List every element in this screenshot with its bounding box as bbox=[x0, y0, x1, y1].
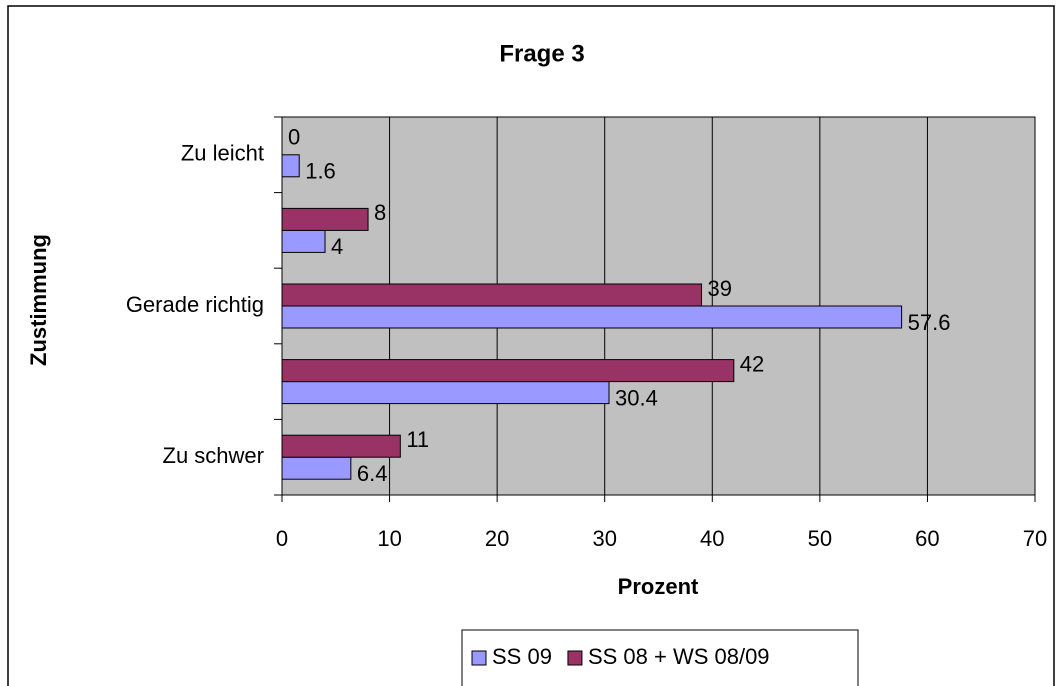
legend-label: SS 09 bbox=[492, 644, 552, 669]
data-label: 4 bbox=[331, 234, 343, 259]
bar bbox=[281, 229, 326, 253]
x-tick-label: 40 bbox=[700, 526, 724, 551]
y-tick-label: Zu schwer bbox=[163, 443, 264, 468]
bar bbox=[281, 434, 401, 458]
bar bbox=[281, 154, 300, 178]
x-tick-label: 30 bbox=[592, 526, 616, 551]
bar bbox=[281, 359, 735, 383]
x-tick-label: 70 bbox=[1023, 526, 1047, 551]
x-tick-label: 0 bbox=[276, 526, 288, 551]
legend-swatch bbox=[567, 650, 583, 666]
bar bbox=[281, 207, 369, 231]
legend-swatch bbox=[471, 650, 487, 666]
data-label: 6.4 bbox=[357, 461, 388, 486]
y-tick-label: Zu leicht bbox=[181, 141, 264, 166]
legend-box bbox=[461, 629, 859, 686]
x-tick-label: 10 bbox=[377, 526, 401, 551]
bar bbox=[281, 456, 352, 480]
data-label: 39 bbox=[708, 276, 732, 301]
x-tick-label: 60 bbox=[915, 526, 939, 551]
x-tick-label: 50 bbox=[808, 526, 832, 551]
y-tick-label: Gerade richtig bbox=[126, 292, 264, 317]
data-label: 11 bbox=[406, 427, 429, 452]
data-label: 57.6 bbox=[908, 310, 951, 335]
data-label: 1.6 bbox=[305, 159, 336, 184]
x-axis-label: Prozent bbox=[618, 574, 699, 599]
data-label: 0 bbox=[288, 125, 300, 150]
legend-label: SS 08 + WS 08/09 bbox=[588, 644, 770, 669]
data-label: 42 bbox=[740, 351, 764, 376]
data-label: 8 bbox=[374, 200, 386, 225]
y-axis-label: Zustimmung bbox=[26, 234, 51, 366]
x-tick-label: 20 bbox=[485, 526, 509, 551]
chart-title: Frage 3 bbox=[499, 40, 584, 67]
bar bbox=[281, 381, 610, 405]
bar bbox=[281, 283, 703, 307]
data-label: 30.4 bbox=[615, 385, 658, 410]
bar bbox=[281, 305, 903, 329]
